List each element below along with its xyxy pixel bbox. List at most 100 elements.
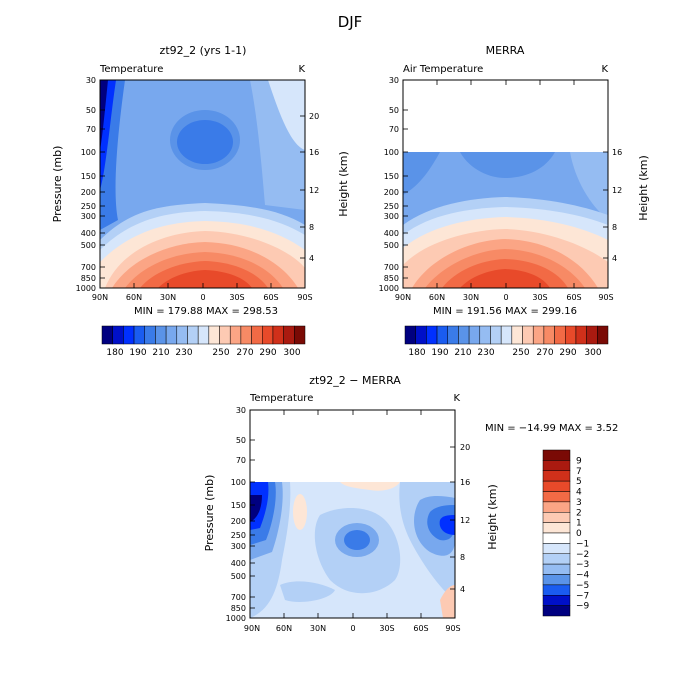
panel-title: zt92_2 − MERRA bbox=[309, 374, 401, 387]
plot-frame bbox=[402, 79, 609, 289]
y-tick-label: 50 bbox=[236, 436, 246, 445]
colorbar-label: −7 bbox=[576, 591, 589, 601]
colorbar-label: 190 bbox=[129, 348, 146, 358]
panel-title: zt92_2 (yrs 1-1) bbox=[160, 44, 247, 57]
x-tick-label: 30N bbox=[463, 293, 479, 302]
y-tick-label: 300 bbox=[384, 212, 399, 221]
y-ticklabels-left: 30 50 70 100 150 200 250 300 400 500 700… bbox=[76, 76, 96, 293]
colorbar-swatch bbox=[542, 553, 571, 565]
y-tick-label: 700 bbox=[231, 593, 246, 602]
y-tick-label: 200 bbox=[81, 188, 96, 197]
min-max-text: MIN = −14.99 MAX = 3.52 bbox=[485, 423, 618, 434]
axis-ticks bbox=[403, 79, 608, 288]
y-tick-label: 200 bbox=[231, 517, 246, 526]
colorbar-swatch bbox=[542, 543, 571, 554]
colorbar-label: 1 bbox=[576, 519, 582, 529]
panel-model-temperature: zt92_2 (yrs 1-1) Temperature K bbox=[51, 44, 350, 358]
colorbar-swatch bbox=[532, 325, 545, 345]
colorbar-label: 250 bbox=[212, 348, 229, 358]
contour-field bbox=[250, 482, 455, 618]
y-tick-label: 500 bbox=[384, 241, 399, 250]
y-axis-label-right: Height (km) bbox=[337, 151, 350, 217]
height-tick-label: 4 bbox=[460, 585, 465, 594]
colorbar-label: 5 bbox=[576, 477, 582, 487]
colorbar-swatch bbox=[542, 605, 571, 617]
contour-field bbox=[403, 152, 608, 288]
colorbar-label: 290 bbox=[259, 348, 276, 358]
x-tick-label: 60S bbox=[566, 293, 581, 302]
colorbar-swatch bbox=[133, 325, 145, 345]
colorbar-swatch bbox=[542, 491, 571, 503]
colorbar-swatch bbox=[436, 325, 448, 345]
colorbar-swatch bbox=[458, 325, 470, 345]
colorbar-label: 230 bbox=[175, 348, 192, 358]
colorbar-swatch bbox=[283, 325, 295, 345]
units-label: K bbox=[453, 393, 460, 404]
y-tick-label: 250 bbox=[384, 202, 399, 211]
colorbar-label: −1 bbox=[576, 539, 589, 549]
y-tick-label: 70 bbox=[389, 125, 399, 134]
y-tick-label: 150 bbox=[81, 172, 96, 181]
colorbar-labels: 180 190 210 230 250 270 290 300 bbox=[408, 348, 601, 358]
x-tick-label: 30S bbox=[229, 293, 244, 302]
y-tick-label: 700 bbox=[81, 263, 96, 272]
y-tick-label: 1000 bbox=[226, 614, 246, 623]
contour-field bbox=[100, 80, 305, 288]
x-tick-label: 30N bbox=[310, 624, 326, 633]
y-tick-label: 200 bbox=[384, 188, 399, 197]
y-tick-label: 1000 bbox=[76, 284, 96, 293]
colorbar-swatch bbox=[522, 325, 534, 345]
y-axis-label-left: Pressure (mb) bbox=[51, 146, 64, 223]
colorbar-swatch bbox=[426, 325, 438, 345]
y-tick-label: 30 bbox=[236, 406, 246, 415]
y-ticklabels-right: 20 16 12 8 4 bbox=[460, 443, 470, 594]
colorbar-label: 180 bbox=[106, 348, 123, 358]
height-tick-label: 12 bbox=[309, 186, 319, 195]
colorbar-swatch bbox=[404, 325, 416, 345]
variable-label: Temperature bbox=[99, 64, 163, 75]
y-axis-label-right: Height (km) bbox=[637, 155, 650, 221]
y-tick-label: 400 bbox=[81, 229, 96, 238]
height-tick-label: 8 bbox=[612, 223, 617, 232]
panel-difference: zt92_2 − MERRA Temperature K bbox=[203, 374, 618, 633]
x-ticklabels: 90N 60N 30N 0 30S 60S 90S bbox=[92, 293, 313, 302]
colorbar-swatch bbox=[511, 325, 523, 345]
colorbar-swatch bbox=[165, 325, 178, 345]
height-tick-label: 16 bbox=[460, 478, 470, 487]
colorbar-swatch bbox=[479, 325, 491, 345]
x-tick-label: 90N bbox=[244, 624, 260, 633]
colorbar-label: 230 bbox=[477, 348, 494, 358]
height-tick-label: 8 bbox=[460, 553, 465, 562]
colorbar-label: 0 bbox=[576, 529, 582, 539]
colorbar-swatch bbox=[208, 325, 220, 345]
y-tick-label: 100 bbox=[81, 148, 96, 157]
colorbar-swatch bbox=[542, 574, 571, 586]
x-tick-label: 90S bbox=[598, 293, 613, 302]
y-tick-label: 250 bbox=[81, 202, 96, 211]
colorbar-label: −5 bbox=[576, 581, 589, 591]
y-tick-label: 1000 bbox=[379, 284, 399, 293]
panel-merra-temperature: MERRA Air Temperature K bbox=[379, 44, 650, 358]
colorbar-label: 7 bbox=[576, 467, 582, 477]
y-tick-label: 850 bbox=[231, 604, 246, 613]
x-tick-label: 90N bbox=[92, 293, 108, 302]
colorbar-swatch bbox=[542, 584, 571, 596]
units-label: K bbox=[601, 64, 608, 75]
y-tick-label: 50 bbox=[86, 106, 96, 115]
colorbar-swatch bbox=[112, 325, 124, 345]
x-tick-label: 60N bbox=[429, 293, 445, 302]
y-tick-label: 500 bbox=[231, 572, 246, 581]
x-tick-label: 60S bbox=[413, 624, 428, 633]
y-tick-label: 30 bbox=[389, 76, 399, 85]
axis-ticks bbox=[100, 79, 305, 288]
height-tick-label: 20 bbox=[309, 112, 319, 121]
colorbar-swatch bbox=[176, 325, 188, 345]
height-tick-label: 8 bbox=[309, 223, 314, 232]
height-tick-label: 4 bbox=[612, 254, 617, 263]
colorbar-label: −2 bbox=[576, 550, 589, 560]
colorbar-swatch bbox=[575, 325, 587, 345]
colorbar-swatch bbox=[542, 501, 571, 513]
x-tick-label: 90S bbox=[297, 293, 312, 302]
